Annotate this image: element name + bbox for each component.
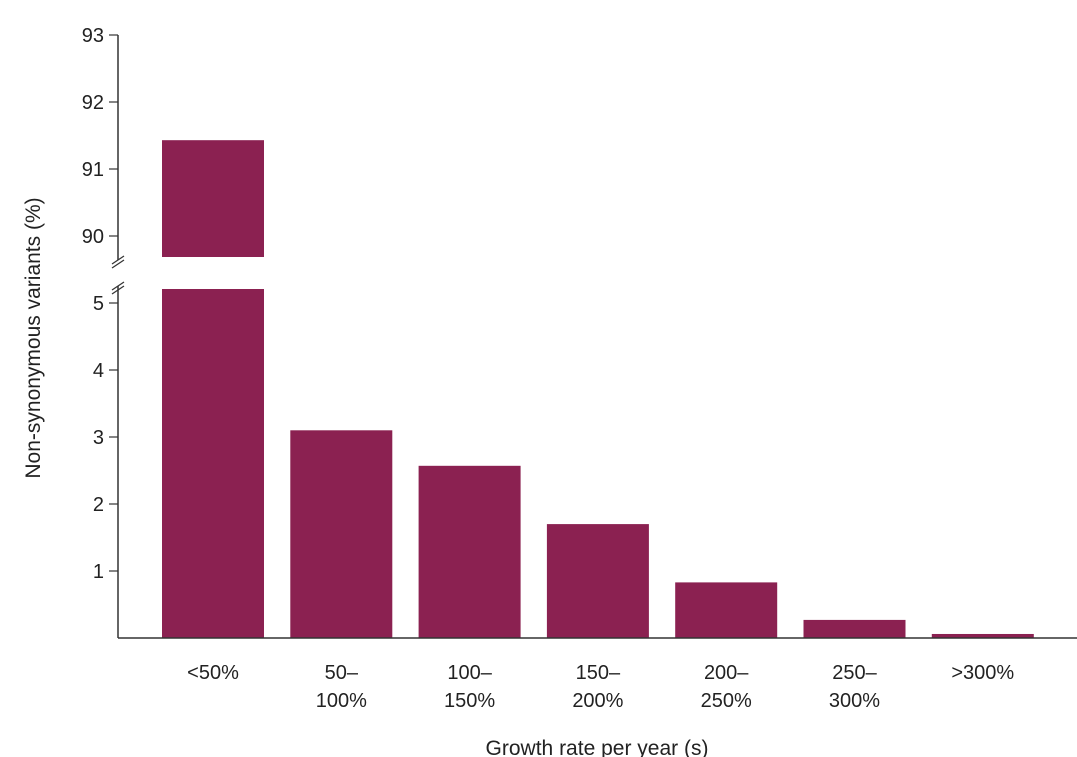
x-category-label-line: 100– xyxy=(447,662,492,684)
axis-break-mark xyxy=(111,281,125,291)
x-category-label-line: 50– xyxy=(325,662,359,684)
y-tick-label: 90 xyxy=(82,226,104,248)
bar-lower-segment xyxy=(162,289,264,638)
y-tick-label: 92 xyxy=(82,92,104,114)
x-category-label-line: 200– xyxy=(704,662,749,684)
y-tick-label: 93 xyxy=(82,25,104,47)
bar xyxy=(290,430,393,638)
bar xyxy=(803,619,906,638)
y-tick-label: 2 xyxy=(93,494,104,516)
x-axis-title: Growth rate per year (s) xyxy=(486,737,709,757)
x-category-label: 250– 300% xyxy=(829,662,880,712)
x-category-label: <50% xyxy=(187,662,239,684)
bar xyxy=(675,582,778,638)
x-category-label-line: 150– xyxy=(576,662,621,684)
x-category-label-line: 250% xyxy=(701,690,752,712)
bar-upper-segment xyxy=(162,140,264,257)
x-category-label-line: <50% xyxy=(187,662,239,684)
x-category-label-line: 150% xyxy=(444,690,495,712)
y-tick-label: 3 xyxy=(93,427,104,449)
y-tick-label: 4 xyxy=(93,360,104,382)
y-tick-label: 5 xyxy=(93,293,104,315)
x-category-label: 200– 250% xyxy=(701,662,752,712)
bar xyxy=(931,633,1034,638)
x-category-label-line: >300% xyxy=(951,662,1014,684)
x-category-label: 50– 100% xyxy=(316,662,367,712)
bar xyxy=(546,524,649,638)
y-tick-label: 91 xyxy=(82,159,104,181)
x-category-label-line: 100% xyxy=(316,690,367,712)
axis-break-mark xyxy=(111,255,125,265)
x-category-label-line: 200% xyxy=(572,690,623,712)
axes-group xyxy=(109,34,1077,639)
bars-group xyxy=(162,140,1034,638)
y-tick-label: 1 xyxy=(93,561,104,583)
x-category-label: >300% xyxy=(951,662,1014,684)
axis-break-mark xyxy=(111,285,125,295)
x-category-label-line: 300% xyxy=(829,690,880,712)
bar xyxy=(418,465,521,638)
x-category-label: 100– 150% xyxy=(444,662,495,712)
y-axis-title: Non-synonymous variants (%) xyxy=(22,197,45,478)
x-category-label: 150– 200% xyxy=(572,662,623,712)
labels-group: 1 2 3 4 5 90 91 92 93 <50% 50– 100% 100– 150% 150– 200%… xyxy=(82,25,1015,712)
axis-break-mark xyxy=(111,259,125,269)
x-category-label-line: 250– xyxy=(832,662,877,684)
